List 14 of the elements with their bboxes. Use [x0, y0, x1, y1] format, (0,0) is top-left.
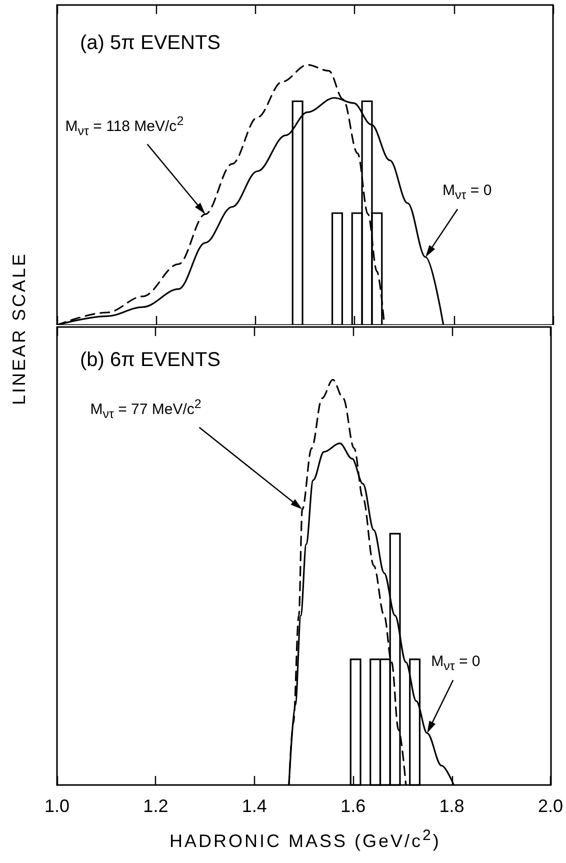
- chart-title: (a) 5π EVENTS: [80, 32, 220, 54]
- annotation: M$_{ν}$$_{τ}$ = 0: [431, 653, 480, 674]
- x-tick-label: 1.4: [242, 796, 267, 816]
- annotation: M$_{ν}$$_{τ}$ = 0: [442, 182, 492, 202]
- x-tick-label: 1.6: [340, 796, 366, 816]
- annotation: M$_{ν}$$_{τ}$ = 118 MeV/c$^{2}$: [65, 114, 184, 138]
- x-tick-label: 1.2: [143, 796, 168, 816]
- x-tick-label: 1.0: [44, 796, 70, 816]
- chart-title: (b) 6π EVENTS: [80, 349, 220, 371]
- y-axis-title: LINEAR SCALE: [9, 251, 30, 405]
- x-axis-title: HADRONIC MASS (GeV/c$^{2}$): [170, 827, 441, 852]
- x-tick-label: 2.0: [538, 796, 564, 816]
- annotation: M$_{ν}$$_{τ}$ = 77 MeV/c$^{2}$: [90, 397, 202, 422]
- x-tick-label: 1.8: [439, 796, 464, 816]
